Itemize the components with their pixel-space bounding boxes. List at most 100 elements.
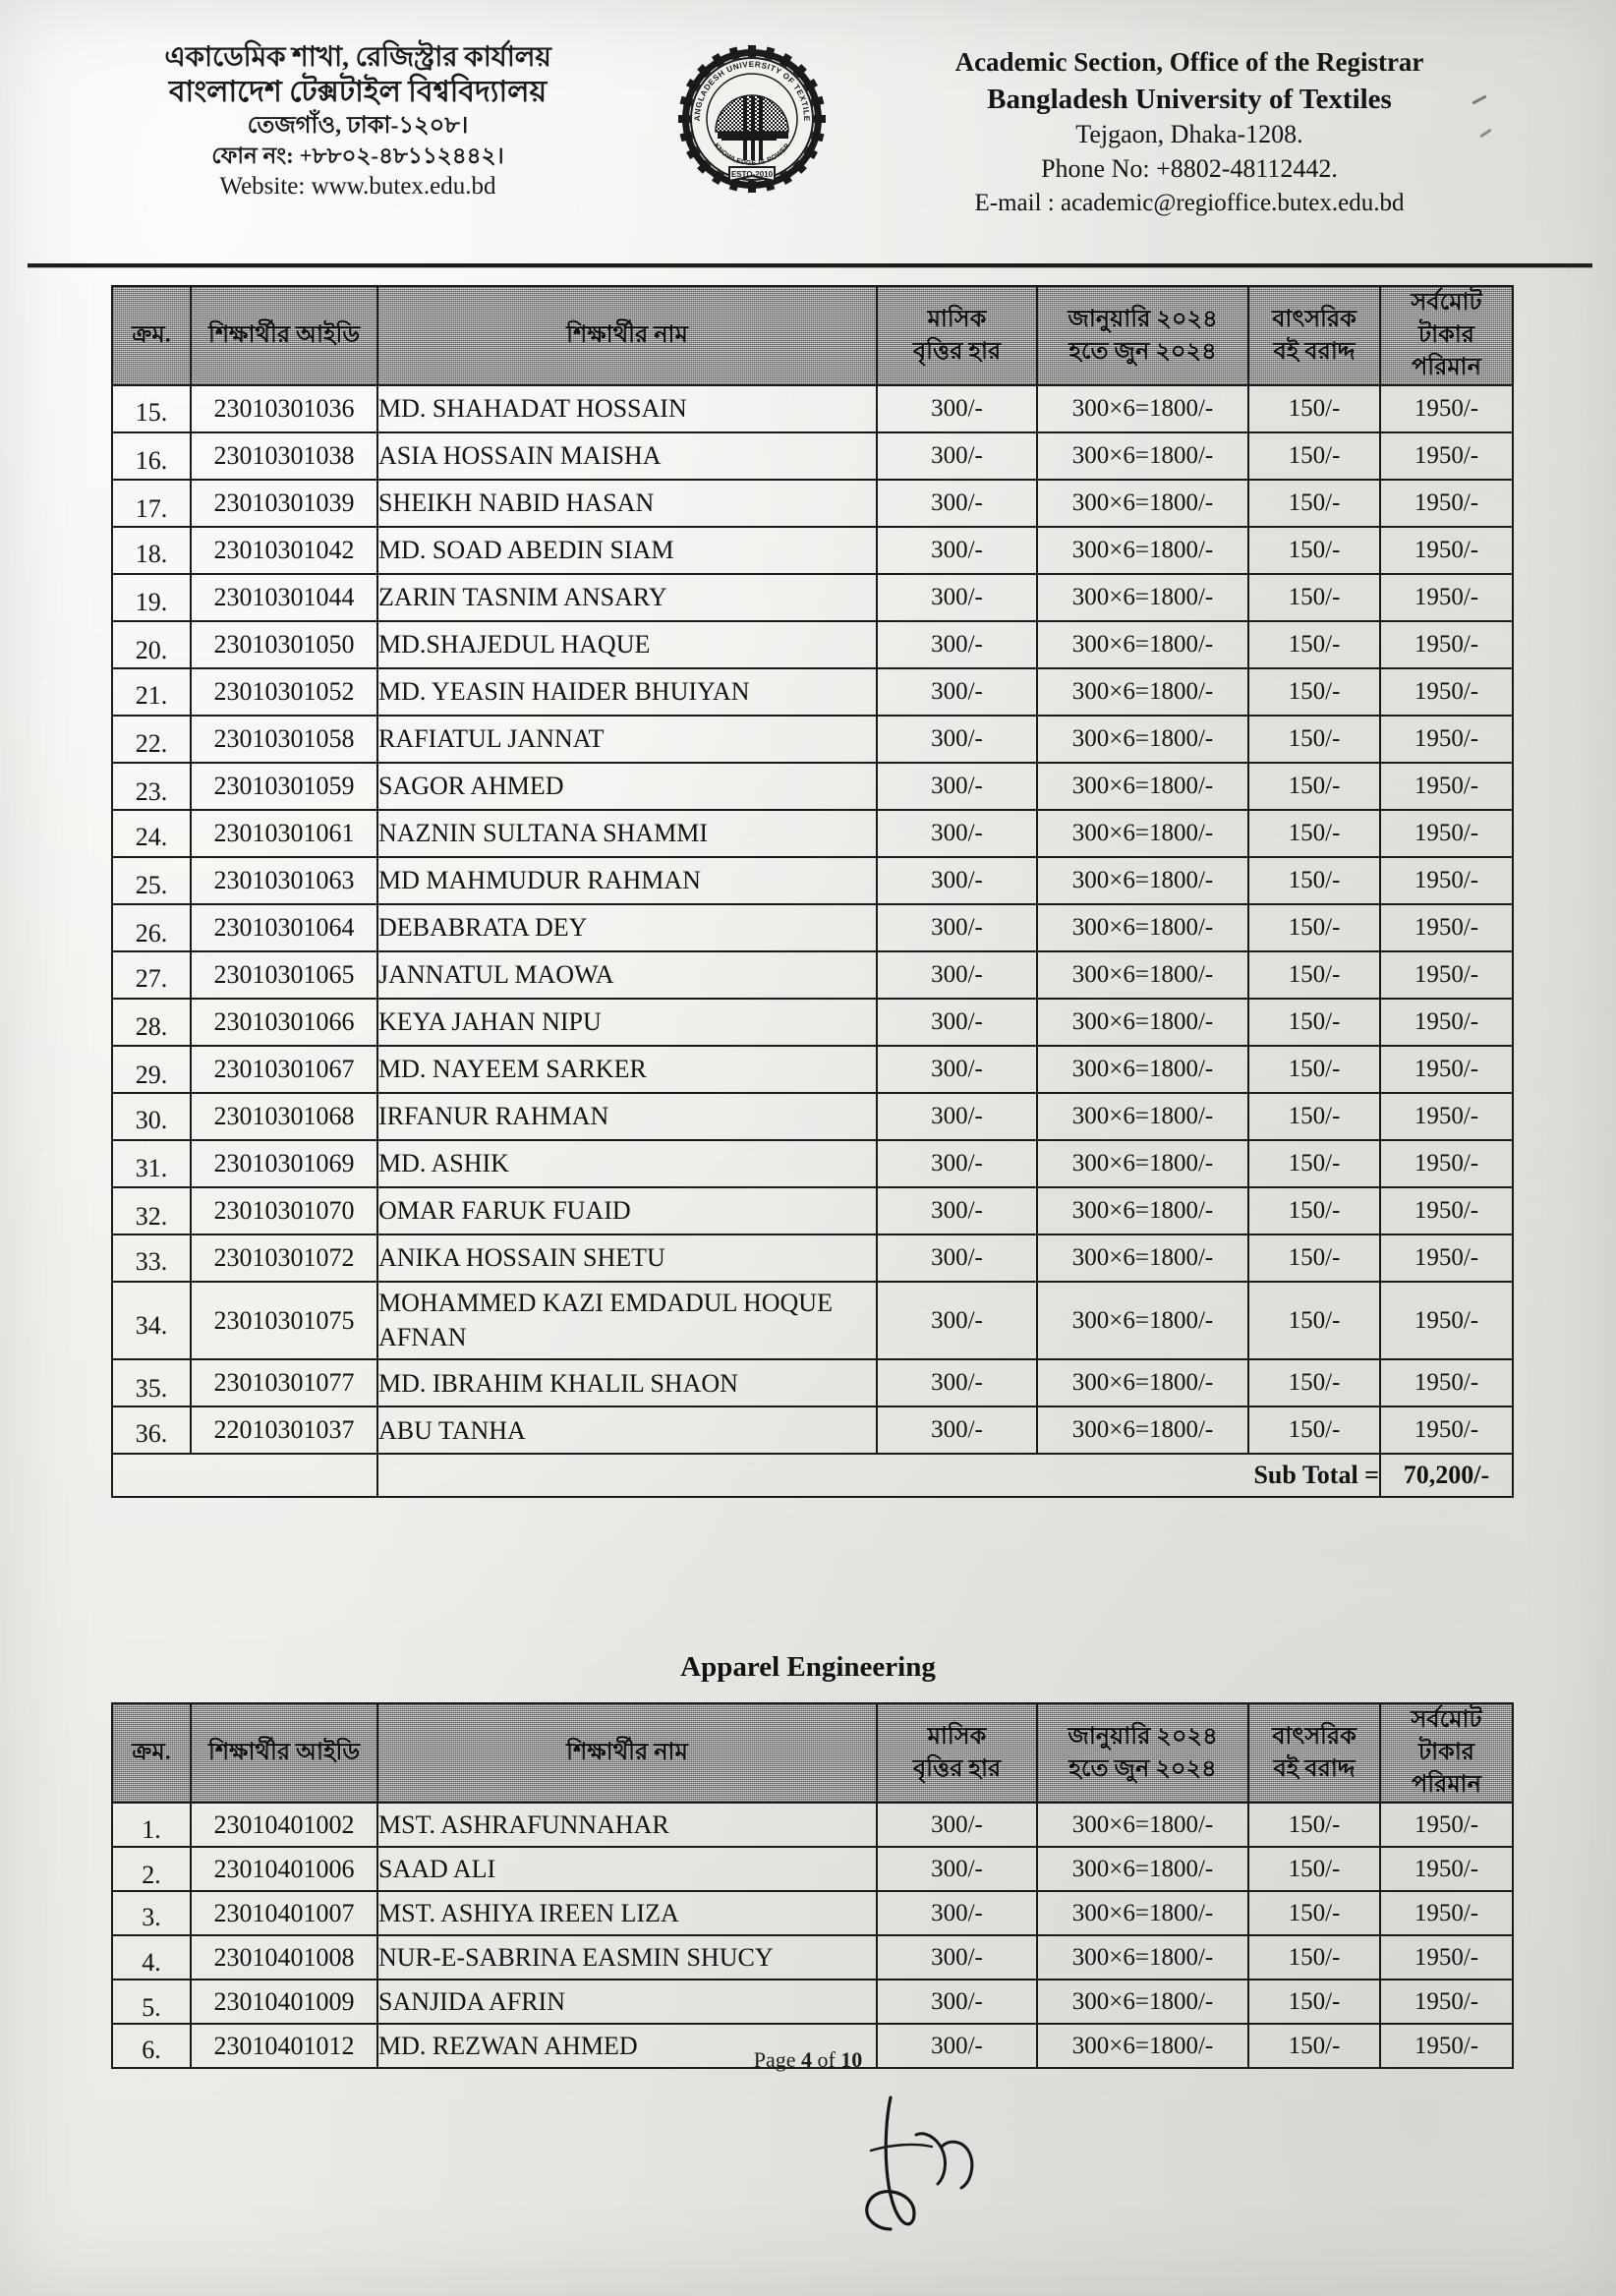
cell-grand-total: 1950/-	[1379, 1846, 1514, 1893]
cell-grand-total: 1950/-	[1379, 1934, 1514, 1981]
cell-monthly-rate: 300/-	[876, 1186, 1038, 1236]
cell-student-name: ZARIN TASNIM ANSARY	[376, 573, 878, 623]
cell-book-grant: 150/-	[1247, 903, 1381, 953]
table-row: 36. 22010301037 ABU TANHA 300/- 300×6=1800/-…	[111, 1406, 1514, 1460]
cell-grand-total: 1950/-	[1379, 715, 1514, 765]
cell-period-total: 300×6=1800/-	[1036, 1358, 1249, 1408]
table-row: 33. 23010301072 ANIKA HOSSAIN SHETU 300/- 30…	[111, 1234, 1514, 1288]
english-university-name: Bangladesh University of Textiles	[987, 83, 1392, 115]
cell-student-id: 23010301066	[190, 998, 378, 1048]
cell-serial: 35.	[111, 1364, 192, 1414]
page-label-mid: of	[811, 2047, 841, 2072]
cell-student-name: MD. SHAHADAT HOSSAIN	[376, 384, 878, 434]
table-row: 1. 23010401002 MST. ASHRAFUNNAHAR 300/- 300×…	[111, 1802, 1514, 1854]
cell-period-total: 300×6=1800/-	[1036, 1281, 1249, 1361]
cell-student-id: 23010401009	[190, 1979, 378, 2026]
svg-text:ESTO-2010: ESTO-2010	[731, 170, 774, 179]
cell-student-name: NAZNIN SULTANA SHAMMI	[376, 809, 878, 859]
cell-book-grant: 150/-	[1247, 856, 1381, 906]
cell-student-id: 23010301058	[190, 715, 378, 765]
cell-student-name: IRFANUR RAHMAN	[376, 1092, 878, 1142]
cell-student-id: 23010301075	[190, 1281, 378, 1361]
cell-monthly-rate: 300/-	[876, 1802, 1038, 1849]
cell-book-grant: 150/-	[1247, 1358, 1381, 1408]
cell-serial: 4.	[111, 1939, 192, 1986]
cell-serial: 30.	[111, 1096, 192, 1146]
cell-period-total: 300×6=1800/-	[1036, 667, 1249, 718]
cell-book-grant: 150/-	[1247, 950, 1381, 1001]
cell-monthly-rate: 300/-	[876, 431, 1038, 482]
cell-monthly-rate: 300/-	[876, 856, 1038, 906]
cell-book-grant: 150/-	[1247, 526, 1381, 576]
table-row: 28. 23010301066 KEYA JAHAN NIPU 300/- 300×6=…	[111, 998, 1514, 1053]
page-number-footer: Page 4 of 10	[0, 2047, 1616, 2073]
cell-monthly-rate: 300/-	[876, 384, 1038, 434]
cell-student-id: 23010301063	[190, 856, 378, 906]
table-row: 20. 23010301050 MD.SHAJEDUL HAQUE 300/- 300×…	[111, 620, 1514, 676]
cell-student-name: MST. ASHRAFUNNAHAR	[376, 1802, 878, 1849]
table-header-row: ক্রম. শিক্ষার্থীর আইডি শিক্ষার্থীর নাম ম…	[111, 284, 1514, 387]
cell-grand-total: 1950/-	[1379, 479, 1514, 529]
cell-serial: 22.	[111, 719, 192, 770]
cell-student-id: 23010301064	[190, 903, 378, 953]
cell-serial: 29.	[111, 1051, 192, 1101]
col-header-grand-total: সর্বমোট টাকার পরিমান	[1379, 1701, 1514, 1805]
english-email: E-mail : academic@regioffice.butex.edu.b…	[974, 189, 1405, 216]
subtotal-row: Sub Total = 70,200/-	[111, 1453, 1514, 1499]
cell-book-grant: 150/-	[1247, 1186, 1381, 1236]
cell-monthly-rate: 300/-	[876, 1890, 1038, 1937]
cell-book-grant: 150/-	[1247, 762, 1381, 812]
cell-serial: 19.	[111, 578, 192, 628]
cell-monthly-rate: 300/-	[876, 573, 1038, 623]
cell-period-total: 300×6=1800/-	[1036, 431, 1249, 482]
cell-serial: 26.	[111, 909, 192, 959]
university-seal-logo: BANGLADESH UNIVERSITY OF TEXTILES KNOWLE…	[675, 38, 826, 193]
cell-monthly-rate: 300/-	[876, 998, 1038, 1048]
cell-student-id: 23010301061	[190, 809, 378, 859]
table-row: 29. 23010301067 MD. NAYEEM SARKER 300/- 300×…	[111, 1045, 1514, 1101]
cell-book-grant: 150/-	[1247, 667, 1381, 718]
scholarship-table-continued: ক্রম. শিক্ষার্থীর আইডি শিক্ষার্থীর নাম ম…	[111, 284, 1514, 1499]
table-row: 35. 23010301077 MD. IBRAHIM KHALIL SHAON 30…	[111, 1358, 1514, 1414]
english-address: Tejgaon, Dhaka-1208.	[1075, 119, 1303, 148]
cell-monthly-rate: 300/-	[876, 1846, 1038, 1893]
cell-book-grant: 150/-	[1247, 620, 1381, 670]
cell-book-grant: 150/-	[1247, 998, 1381, 1048]
cell-monthly-rate: 300/-	[876, 526, 1038, 576]
cell-student-name: SAAD ALI	[376, 1846, 878, 1893]
table-row: 2. 23010401006 SAAD ALI 300/- 300×6=1800/- 15…	[111, 1846, 1514, 1899]
cell-monthly-rate: 300/-	[876, 1406, 1038, 1456]
cell-student-name: MD. REZWAN AHMED	[376, 2023, 878, 2070]
cell-grand-total: 1950/-	[1379, 620, 1514, 670]
cell-period-total: 300×6=1800/-	[1036, 715, 1249, 765]
cell-student-id: 23010301077	[190, 1358, 378, 1408]
cell-grand-total: 1950/-	[1379, 667, 1514, 718]
cell-student-id: 23010301067	[190, 1045, 378, 1095]
cell-serial: 32.	[111, 1192, 192, 1242]
bangla-phone: ফোন নং: +৮৮০২-৪৮১১২৪৪২।	[211, 143, 504, 168]
cell-monthly-rate: 300/-	[876, 1281, 1038, 1361]
cell-serial: 6.	[111, 2027, 192, 2074]
table-row: 24. 23010301061 NAZNIN SULTANA SHAMMI 300/-…	[111, 809, 1514, 863]
col-header-student-id: শিক্ষার্থীর আইডি	[190, 284, 378, 387]
table-row: 3. 23010401007 MST. ASHIYA IREEN LIZA 300/-…	[111, 1890, 1514, 1941]
cell-book-grant: 150/-	[1247, 1979, 1381, 2026]
cell-book-grant: 150/-	[1247, 1281, 1381, 1361]
col-header-serial: ক্রম.	[111, 1701, 192, 1805]
cell-student-name: SHEIKH NABID HASAN	[376, 479, 878, 529]
cell-monthly-rate: 300/-	[876, 950, 1038, 1001]
cell-grand-total: 1950/-	[1379, 1281, 1514, 1361]
cell-period-total: 300×6=1800/-	[1036, 1846, 1249, 1893]
cell-student-name: MD MAHMUDUR RAHMAN	[376, 856, 878, 906]
cell-monthly-rate: 300/-	[876, 903, 1038, 953]
table-row: 17. 23010301039 SHEIKH NABID HASAN 300/- 300…	[111, 479, 1514, 535]
cell-student-name: MD. NAYEEM SARKER	[376, 1045, 878, 1095]
scholarship-table-apparel-engineering: ক্রম. শিক্ষার্থীর আইডি শিক্ষার্থীর নাম ম…	[111, 1701, 1514, 2074]
cell-student-id: 23010401007	[190, 1890, 378, 1937]
cell-serial: 34.	[111, 1286, 192, 1366]
cell-student-name: SAGOR AHMED	[376, 762, 878, 812]
cell-period-total: 300×6=1800/-	[1036, 1092, 1249, 1142]
cell-student-name: RAFIATUL JANNAT	[376, 715, 878, 765]
col-header-monthly-rate: মাসিক বৃত্তির হার	[876, 284, 1038, 387]
